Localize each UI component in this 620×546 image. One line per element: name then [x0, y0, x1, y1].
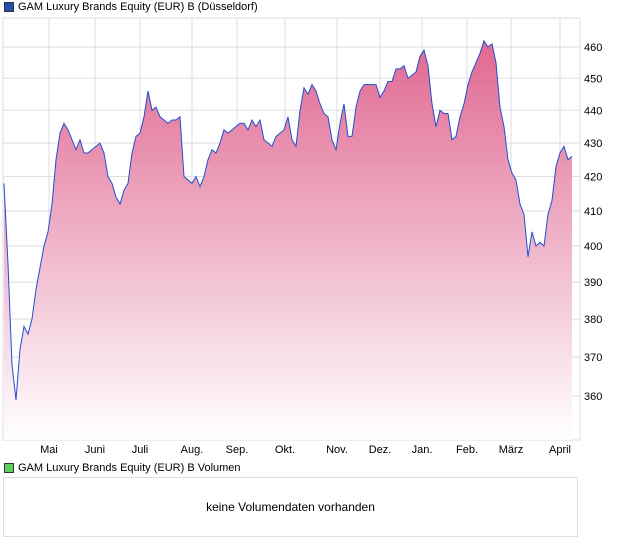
- y-tick-label: 390: [584, 277, 602, 289]
- x-tick-label: Mai: [40, 444, 58, 456]
- x-tick-label: Juni: [85, 444, 105, 456]
- y-tick-label: 370: [584, 352, 602, 364]
- x-tick-label: Feb.: [456, 444, 478, 456]
- y-tick-label: 410: [584, 206, 602, 218]
- y-tick-label: 400: [584, 241, 602, 253]
- volume-legend: GAM Luxury Brands Equity (EUR) B Volumen: [4, 462, 241, 474]
- price-line: [3, 39, 573, 401]
- x-tick-label: Okt.: [275, 444, 295, 456]
- x-tick-label: Jan.: [412, 444, 433, 456]
- volume-swatch-icon: [4, 463, 14, 473]
- price-legend-label: GAM Luxury Brands Equity (EUR) B (Düssel…: [18, 1, 258, 13]
- price-chart: 360 370 380 390 400 410 420 430 440 450 460 Mai Juni…: [2, 17, 602, 456]
- price-area: [4, 40, 572, 441]
- x-tick-label: Sep.: [226, 444, 249, 456]
- y-tick-label: 430: [584, 138, 602, 150]
- y-tick-label: 460: [584, 42, 602, 54]
- y-tick-label: 420: [584, 172, 602, 184]
- y-tick-label: 450: [584, 73, 602, 85]
- x-tick-label: Dez.: [369, 444, 392, 456]
- x-tick-label: Aug.: [181, 444, 204, 456]
- volume-legend-label: GAM Luxury Brands Equity (EUR) B Volumen: [18, 462, 241, 474]
- price-legend: GAM Luxury Brands Equity (EUR) B (Düssel…: [4, 1, 258, 13]
- price-swatch-icon: [4, 2, 14, 12]
- x-tick-label: März: [499, 444, 523, 456]
- x-tick-label: April: [549, 444, 571, 456]
- y-tick-label: 440: [584, 105, 602, 117]
- y-tick-label: 360: [584, 391, 602, 403]
- volume-panel: keine Volumendaten vorhanden: [3, 477, 578, 537]
- x-tick-label: Nov.: [326, 444, 348, 456]
- volume-empty-message: keine Volumendaten vorhanden: [206, 500, 375, 514]
- y-tick-label: 380: [584, 314, 602, 326]
- x-tick-label: Juli: [132, 444, 149, 456]
